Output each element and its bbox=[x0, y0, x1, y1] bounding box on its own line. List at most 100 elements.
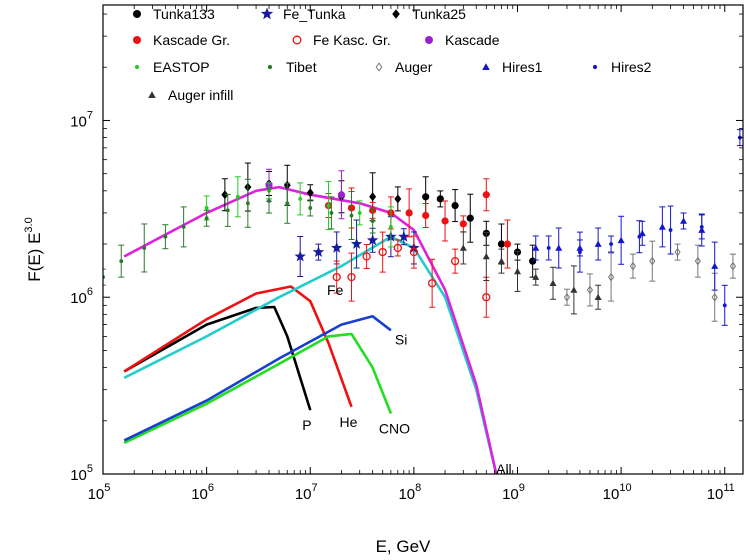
y-axis-title-base: F(E) E bbox=[25, 233, 44, 282]
legend-marker-hires1 bbox=[482, 63, 490, 71]
legend-marker-tibet bbox=[267, 64, 273, 70]
point-auger-infill bbox=[594, 293, 602, 301]
legend-item: Kascade Gr. bbox=[133, 32, 230, 48]
point-eastop bbox=[388, 224, 393, 229]
y-tick-label: 106 bbox=[70, 286, 93, 307]
point-tunka133 bbox=[497, 240, 506, 248]
point-fe-kasc-gr- bbox=[362, 252, 371, 261]
plot-frame bbox=[102, 4, 744, 475]
legend-item: Fe_Tunka bbox=[260, 6, 346, 22]
curve-label-p: P bbox=[302, 417, 311, 433]
x-tick-label: 106 bbox=[191, 482, 214, 503]
point-tunka25 bbox=[306, 188, 314, 198]
legend-item: Hires2 bbox=[592, 59, 652, 75]
point-tibet bbox=[308, 206, 313, 210]
point-hires1 bbox=[680, 217, 688, 224]
curve-label-fe: Fe bbox=[327, 282, 344, 298]
point-hires2 bbox=[722, 303, 727, 308]
point-auger-infill bbox=[570, 286, 578, 293]
point-kascade-gr- bbox=[459, 220, 467, 228]
axis-ticks: 105 106 107 108 109 1010 1011 105 106 107 bbox=[70, 5, 743, 503]
x-tick-label: 1011 bbox=[707, 482, 735, 503]
x-tick-label: 108 bbox=[398, 482, 421, 503]
legend-item: Auger infill bbox=[148, 87, 233, 103]
point-fe-kasc-gr- bbox=[450, 257, 460, 266]
legend-marker-auger bbox=[375, 62, 383, 72]
point-eastop bbox=[326, 203, 331, 208]
point-auger-infill bbox=[459, 244, 467, 251]
legend-label: Kascade Gr. bbox=[153, 32, 230, 48]
point-fe-tunka bbox=[294, 250, 306, 262]
point-kascade-gr- bbox=[422, 211, 430, 220]
point-tibet bbox=[267, 199, 271, 203]
point-auger bbox=[629, 261, 637, 271]
curve-si bbox=[123, 315, 392, 442]
x-tick-label: 107 bbox=[295, 482, 318, 503]
point-tunka133 bbox=[529, 257, 537, 265]
point-fe-kasc-gr- bbox=[482, 293, 491, 302]
legend-label: Tunka133 bbox=[153, 6, 215, 22]
legend-label: Tibet bbox=[286, 59, 317, 75]
point-tibet bbox=[349, 213, 354, 218]
curve-label-he: He bbox=[339, 414, 357, 430]
legend-label: Hires2 bbox=[611, 59, 652, 75]
point-eastop bbox=[204, 206, 209, 210]
point-tibet bbox=[225, 208, 230, 213]
point-auger bbox=[563, 292, 571, 302]
point-auger bbox=[607, 272, 615, 282]
point-tibet bbox=[370, 219, 375, 223]
curve-label-all: All bbox=[496, 461, 512, 477]
point-tibet bbox=[329, 210, 334, 215]
point-kascade-gr- bbox=[503, 240, 512, 248]
legend-item: Tunka25 bbox=[392, 6, 466, 22]
point-hires1 bbox=[532, 244, 540, 251]
point-auger bbox=[711, 292, 718, 302]
legend-item: Fe Kasc. Gr. bbox=[292, 32, 391, 48]
point-fe-tunka bbox=[350, 238, 363, 249]
y-axis-title-exponent: 3.0 bbox=[23, 217, 35, 232]
legend-label: EASTOP bbox=[153, 59, 210, 75]
point-auger bbox=[729, 261, 737, 271]
legend-item: Tunka133 bbox=[133, 6, 215, 22]
point-fe-kasc-gr- bbox=[393, 243, 402, 253]
point-tunka25 bbox=[394, 194, 402, 204]
point-kascade bbox=[337, 191, 346, 199]
legend-item: Tibet bbox=[267, 59, 317, 75]
point-fe-kasc-gr- bbox=[378, 247, 387, 257]
legend-item: Auger bbox=[375, 59, 433, 75]
point-tibet bbox=[119, 259, 124, 264]
legend-marker-fe-kasc-gr- bbox=[292, 35, 302, 45]
legend-marker-kascade bbox=[425, 36, 433, 44]
point-auger-infill bbox=[514, 267, 522, 275]
model-curves bbox=[123, 185, 498, 474]
point-auger-infill bbox=[482, 252, 490, 260]
legend-marker-auger-infill bbox=[148, 91, 156, 99]
point-fe-tunka bbox=[312, 246, 325, 257]
point-kascade-gr- bbox=[405, 209, 413, 217]
legend-marker-hires2 bbox=[592, 64, 598, 70]
legend-marker-kascade-gr- bbox=[133, 36, 141, 44]
point-tunka133 bbox=[422, 193, 430, 201]
curve-label-cno: CNO bbox=[379, 420, 410, 436]
point-hires2 bbox=[699, 224, 704, 229]
point-hires1 bbox=[658, 223, 666, 230]
point-hires1 bbox=[617, 236, 625, 244]
point-hires2 bbox=[668, 228, 673, 232]
y-axis-title: F(E) E3.0 bbox=[23, 217, 44, 281]
point-fe-tunka bbox=[331, 242, 343, 253]
legend-label: Auger infill bbox=[168, 87, 233, 103]
x-tick-label: 109 bbox=[502, 482, 525, 503]
point-eastop bbox=[357, 210, 362, 215]
point-hires1 bbox=[555, 244, 563, 251]
point-hires1 bbox=[594, 240, 602, 247]
legend-item: Kascade bbox=[425, 32, 500, 48]
point-hires2 bbox=[546, 246, 551, 250]
legend-item: Hires1 bbox=[482, 59, 543, 75]
point-tunka133 bbox=[451, 201, 459, 210]
legend-marker-tunka133 bbox=[133, 10, 141, 18]
curve-cno bbox=[123, 332, 393, 445]
point-tibet bbox=[285, 201, 290, 206]
y-tick-label: 105 bbox=[70, 463, 93, 484]
legend-label: Fe Kasc. Gr. bbox=[313, 32, 391, 48]
point-auger-infill bbox=[532, 273, 540, 280]
